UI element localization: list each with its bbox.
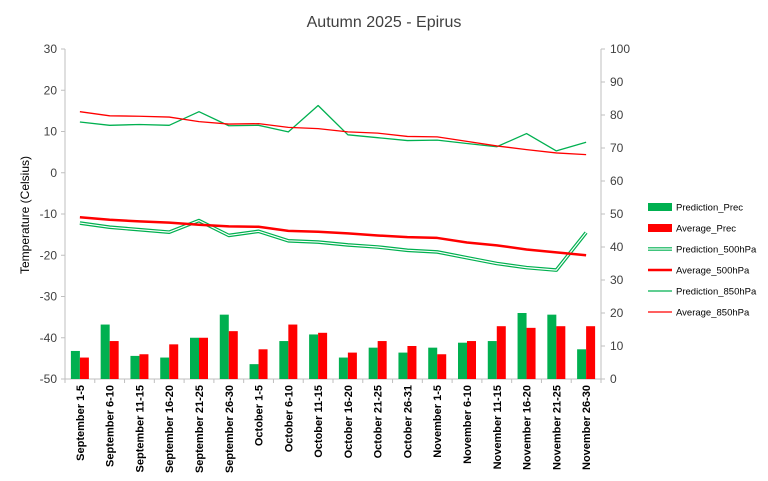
legend-swatch-prediction-prec — [648, 203, 672, 211]
right-tick-label: 70 — [610, 141, 624, 155]
x-tick-label: October 11-15 — [313, 385, 325, 458]
x-tick-label: October 21-25 — [373, 385, 385, 458]
right-tick-label: 0 — [610, 372, 617, 386]
legend-label-prediction-850hpa: Prediction_850hPa — [676, 287, 757, 298]
bar-prediction-prec — [279, 341, 289, 379]
bar-average-prec — [556, 326, 566, 379]
x-tick-label: September 6-10 — [105, 385, 117, 467]
line-prediction-500hpa — [79, 218, 588, 272]
bar-prediction-prec — [100, 324, 110, 379]
bar-prediction-prec — [70, 350, 80, 379]
legend-label-average-prec: Average_Prec — [676, 224, 736, 235]
left-tick-label: -20 — [40, 248, 58, 262]
bar-prediction-prec — [219, 314, 229, 379]
left-tick-label: -10 — [40, 207, 58, 221]
x-tick-label: November 1-5 — [432, 385, 444, 458]
x-tick-label: November 26-30 — [581, 385, 593, 470]
bar-prediction-prec — [160, 357, 170, 379]
chart-title: Autumn 2025 - Epirus — [307, 14, 462, 31]
axes: 3020100-10-20-30-40-50100908070605040302… — [40, 42, 631, 386]
left-tick-label: -50 — [40, 372, 58, 386]
x-tick-label: October 6-10 — [283, 385, 295, 452]
left-tick-label: -40 — [40, 331, 58, 345]
x-tick-label: September 11-15 — [134, 385, 146, 472]
legend-swatch-average-prec — [648, 224, 672, 232]
bar-average-prec — [199, 337, 208, 379]
bar-prediction-prec — [338, 357, 348, 379]
bar-prediction-prec — [309, 334, 319, 379]
bar-average-prec — [169, 344, 179, 379]
legend-label-prediction-prec: Prediction_Prec — [676, 203, 743, 214]
y-axis-title: Temperature (Celsius) — [18, 156, 32, 274]
bar-average-prec — [228, 331, 238, 379]
bar-average-prec — [347, 352, 357, 379]
bar-prediction-prec — [130, 355, 140, 379]
bar-average-prec — [258, 349, 268, 379]
x-tick-label: November 21-25 — [551, 385, 563, 470]
bar-prediction-prec — [428, 347, 438, 379]
x-tick-label: November 11-15 — [492, 385, 504, 469]
x-tick-label: November 16-20 — [522, 385, 534, 470]
right-tick-label: 100 — [610, 42, 630, 56]
bar-average-prec — [496, 326, 506, 379]
bar-average-prec — [467, 341, 476, 379]
x-tick-label: October 1-5 — [254, 385, 266, 446]
x-tick-label: November 6-10 — [462, 385, 474, 464]
bar-average-prec — [526, 327, 536, 379]
bar-average-prec — [109, 341, 119, 379]
bar-average-prec — [437, 354, 447, 379]
bar-prediction-prec — [368, 347, 378, 379]
left-tick-label: 20 — [44, 83, 58, 97]
right-tick-label: 60 — [610, 174, 624, 188]
x-tick-labels: September 1-5 September 6-10 September 11-… — [75, 385, 593, 473]
x-tick-label: September 21-25 — [194, 385, 206, 473]
legend-label-average-500hpa: Average_500hPa — [676, 266, 750, 277]
bar-prediction-prec — [458, 342, 467, 379]
x-tick-label: October 26-31 — [402, 385, 414, 458]
bar-prediction-prec — [577, 349, 587, 379]
lines — [79, 104, 588, 272]
left-tick-label: 10 — [44, 125, 58, 139]
bars — [70, 313, 596, 379]
bar-average-prec — [79, 357, 89, 379]
line-prediction-500hpa-inner — [79, 220, 587, 271]
x-tick-label: September 1-5 — [75, 385, 87, 461]
left-tick-label: 30 — [44, 42, 58, 56]
x-tick-label: October 16-20 — [343, 385, 355, 458]
line-prediction-850hpa — [79, 104, 587, 152]
left-tick-label: -30 — [40, 290, 58, 304]
right-tick-label: 10 — [610, 339, 624, 353]
legend: Prediction_Prec Average_Prec Prediction_50… — [648, 203, 757, 319]
bar-average-prec — [139, 354, 149, 379]
right-tick-label: 50 — [610, 207, 624, 221]
bar-average-prec — [586, 326, 596, 379]
line-average-500hpa — [79, 216, 587, 257]
right-tick-label: 20 — [610, 306, 624, 320]
bar-prediction-prec — [517, 313, 527, 379]
right-tick-label: 40 — [610, 240, 624, 254]
bar-prediction-prec — [398, 352, 408, 379]
right-tick-label: 30 — [610, 273, 624, 287]
bar-prediction-prec — [547, 314, 557, 379]
bar-prediction-prec — [249, 364, 259, 379]
legend-label-prediction-500hpa: Prediction_500hPa — [676, 245, 757, 256]
right-tick-label: 90 — [610, 75, 624, 89]
right-tick-label: 80 — [610, 108, 624, 122]
left-tick-label: 0 — [50, 166, 57, 180]
bar-average-prec — [377, 341, 387, 379]
bar-average-prec — [407, 346, 417, 379]
bar-prediction-prec — [190, 337, 199, 379]
bar-average-prec — [288, 324, 298, 379]
bar-prediction-prec — [487, 341, 497, 379]
line-average-850hpa — [79, 111, 587, 156]
legend-label-average-850hpa: Average_850hPa — [676, 308, 750, 319]
bar-average-prec — [318, 332, 328, 379]
x-tick-label: September 16-20 — [164, 385, 176, 473]
x-tick-label: September 26-30 — [224, 385, 236, 473]
